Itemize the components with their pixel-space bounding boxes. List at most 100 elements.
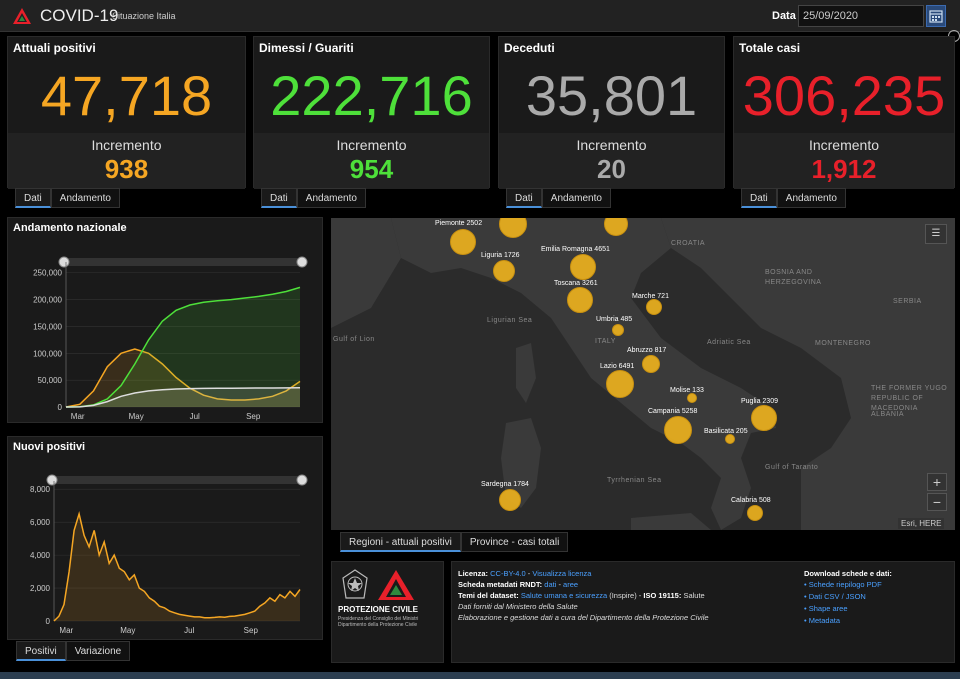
tab-province[interactable]: Province - casi totali xyxy=(460,532,569,552)
region-bubble[interactable] xyxy=(499,489,521,511)
x-tick-label: May xyxy=(129,412,144,421)
protezione-civile-logo-icon xyxy=(13,8,31,24)
card-tabs-3: Dati Andamento xyxy=(741,188,846,208)
region-bubble[interactable] xyxy=(612,324,624,336)
card-tabs-2: Dati Andamento xyxy=(506,188,611,208)
metadati-dati-link[interactable]: dati xyxy=(544,580,557,589)
card-increment-area: Incremento 1,912 xyxy=(734,133,954,189)
metadati-line: Scheda metadati RNDT: dati - aree xyxy=(458,580,579,589)
geo-label: BOSNIA AND HERZEGOVINA xyxy=(765,269,822,286)
download-link[interactable]: • Dati CSV / JSON xyxy=(804,592,866,601)
series-area xyxy=(66,387,300,407)
app-subtitle: Situazione Italia xyxy=(112,11,176,21)
info-box: Licenza: CC-BY-4.0 - Visualizza licenza … xyxy=(451,561,955,663)
y-tick-label: 50,000 xyxy=(38,376,63,385)
tab-regioni[interactable]: Regioni - attuali positivi xyxy=(340,532,461,552)
region-bubble[interactable] xyxy=(687,393,697,403)
card-increment-label: Incremento xyxy=(91,137,162,153)
licenza-link[interactable]: CC-BY-4.0 xyxy=(490,569,526,578)
card-value: 47,718 xyxy=(40,64,213,127)
card-value: 35,801 xyxy=(525,64,698,127)
region-label: Abruzzo 817 xyxy=(627,347,667,354)
region-bubble[interactable] xyxy=(664,416,692,444)
series-line xyxy=(65,348,301,408)
card-tabs-0: Dati Andamento xyxy=(15,188,120,208)
range-slider-handle-end[interactable] xyxy=(296,256,308,268)
region-label: Toscana 3261 xyxy=(554,280,598,287)
card-increment-label: Incremento xyxy=(808,137,880,153)
region-bubble[interactable] xyxy=(642,355,660,373)
x-tick-label: May xyxy=(120,626,135,635)
y-tick-label: 4,000 xyxy=(30,551,51,560)
region-label: Campania 5258 xyxy=(648,408,698,415)
region-bubble[interactable] xyxy=(567,287,593,313)
map-attribution: Esri, HERE xyxy=(898,518,945,529)
x-tick-label: Jul xyxy=(184,626,194,635)
map-legend-button[interactable]: ☰ xyxy=(925,224,947,244)
tab-dati[interactable]: Dati xyxy=(15,188,51,208)
tab-andamento[interactable]: Andamento xyxy=(541,188,611,208)
card-increment-value: 1,912 xyxy=(811,154,877,184)
range-slider-handle-end[interactable] xyxy=(296,474,308,486)
range-slider-handle-start[interactable] xyxy=(58,256,70,268)
region-bubble[interactable] xyxy=(747,505,763,521)
region-label: Emilia Romagna 4651 xyxy=(541,246,610,253)
licenza-line: Licenza: CC-BY-4.0 - Visualizza licenza xyxy=(458,569,592,578)
map-view[interactable]: CROATIA BOSNIA AND HERZEGOVINA SERBIA MONTE… xyxy=(331,218,955,530)
geo-label: CROATIA xyxy=(671,240,706,247)
series-line xyxy=(65,286,301,408)
x-tick-label: Mar xyxy=(59,626,73,635)
zoom-out-button[interactable]: − xyxy=(927,493,947,511)
left-chart-tabs: Positivi Variazione xyxy=(16,641,131,661)
geo-label: Gulf of Lion xyxy=(333,336,375,343)
region-bubble[interactable] xyxy=(606,370,634,398)
nuovi-title: Nuovi positivi xyxy=(13,441,86,453)
region-bubble[interactable] xyxy=(751,405,777,431)
tab-dati[interactable]: Dati xyxy=(261,188,297,208)
card-title: Attuali positivi xyxy=(13,41,96,55)
series-area xyxy=(54,513,300,621)
stat-card-0: Attuali positivi 47,718 Incremento 938 xyxy=(7,36,246,189)
series-area xyxy=(66,349,300,407)
card-increment-label: Incremento xyxy=(336,137,407,153)
range-slider-track[interactable] xyxy=(64,258,302,266)
region-bubble[interactable] xyxy=(493,260,515,282)
card-value: 306,235 xyxy=(742,64,946,127)
tab-positivi[interactable]: Positivi xyxy=(16,641,66,661)
download-link[interactable]: • Metadata xyxy=(804,616,840,625)
os-dock xyxy=(0,672,960,679)
y-tick-label: 2,000 xyxy=(30,584,51,593)
licenza-view-link[interactable]: Visualizza licenza xyxy=(532,569,592,578)
region-bubble[interactable] xyxy=(570,254,596,280)
tab-dati[interactable]: Dati xyxy=(741,188,777,208)
map-tabs: Regioni - attuali positivi Province - ca… xyxy=(340,532,569,552)
download-link[interactable]: • Schede riepilogo PDF xyxy=(804,580,882,589)
andamento-chart: 0 50,000 100,000 150,000 200,000 250,000 Mar Ma… xyxy=(33,256,308,421)
range-slider-track[interactable] xyxy=(52,476,302,484)
temi-link[interactable]: Salute umana e sicurezza xyxy=(520,591,608,600)
italian-emblem-icon xyxy=(342,569,368,599)
region-bubble[interactable] xyxy=(604,218,628,236)
download-link[interactable]: • Shape aree xyxy=(804,604,848,613)
calendar-button[interactable] xyxy=(926,5,946,27)
org-name: PROTEZIONE CIVILE xyxy=(338,605,419,614)
tab-variazione[interactable]: Variazione xyxy=(65,641,131,661)
tab-andamento[interactable]: Andamento xyxy=(50,188,120,208)
download-title: Download schede e dati: xyxy=(804,569,892,578)
card-increment-value: 938 xyxy=(104,154,149,184)
geo-label: Tyrrhenian Sea xyxy=(607,477,662,484)
geo-label: SERBIA xyxy=(893,298,922,305)
region-bubble[interactable] xyxy=(450,229,476,255)
date-input[interactable] xyxy=(798,5,924,27)
metadati-aree-link[interactable]: aree xyxy=(563,580,579,589)
y-tick-label: 100,000 xyxy=(33,349,62,358)
tab-dati[interactable]: Dati xyxy=(506,188,542,208)
region-bubble[interactable] xyxy=(725,434,735,444)
tab-andamento[interactable]: Andamento xyxy=(776,188,846,208)
tab-andamento[interactable]: Andamento xyxy=(296,188,366,208)
andamento-title: Andamento nazionale xyxy=(13,222,127,234)
y-tick-label: 6,000 xyxy=(30,518,51,527)
range-slider-handle-start[interactable] xyxy=(46,474,58,486)
region-bubble[interactable] xyxy=(646,299,662,315)
zoom-in-button[interactable]: + xyxy=(927,473,947,491)
